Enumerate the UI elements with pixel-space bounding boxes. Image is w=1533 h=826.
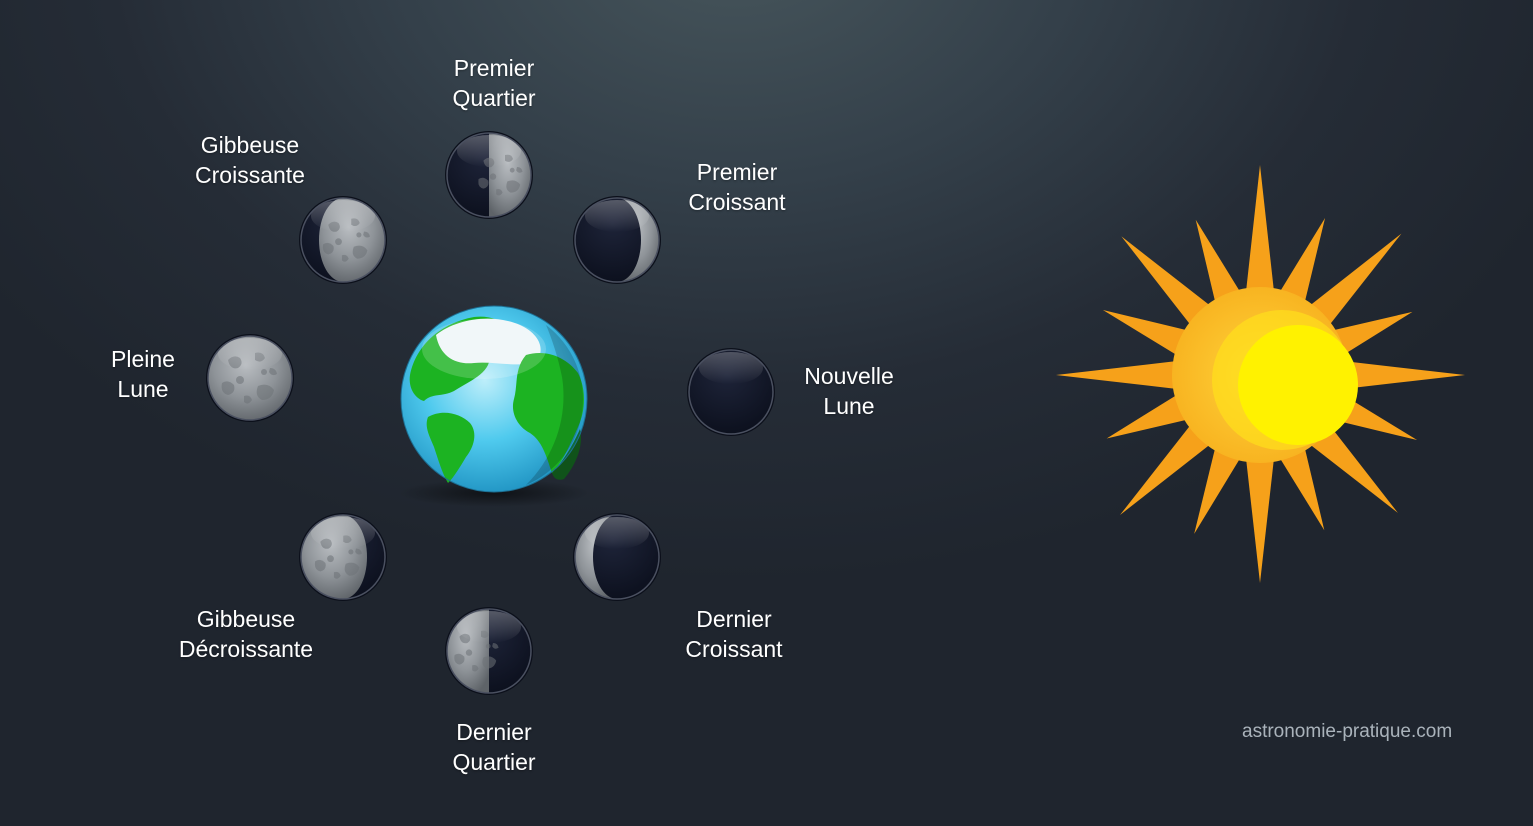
label-premier-quartier: Premier Quartier bbox=[452, 55, 536, 111]
sun-ray bbox=[1275, 217, 1326, 310]
sun-icon bbox=[1056, 165, 1465, 583]
sun-ray bbox=[1245, 451, 1275, 583]
moon-dernier-croissant-icon bbox=[573, 513, 661, 601]
moon-nouvelle-lune-icon bbox=[687, 348, 775, 436]
sun-ray bbox=[1119, 418, 1217, 516]
moon-dernier-quartier-icon bbox=[445, 607, 533, 695]
sun-ray bbox=[1303, 233, 1402, 332]
sun-ray bbox=[1194, 440, 1245, 534]
sun-ray bbox=[1106, 390, 1195, 439]
label-pleine-lune: Pleine Lune bbox=[111, 346, 175, 402]
label-dernier-quartier: Dernier Quartier bbox=[452, 719, 536, 775]
moon-pleine-lune-icon bbox=[206, 334, 294, 422]
moon-gibbeuse-decroissante-icon bbox=[299, 513, 387, 601]
sun-ray bbox=[1102, 309, 1195, 360]
moon-gibbeuse-croissante-icon bbox=[299, 196, 387, 284]
label-gibbeuse-croissante: Gibbeuse Croissante bbox=[195, 132, 305, 188]
sun-ray bbox=[1245, 165, 1275, 299]
site-credit: astronomie-pratique.com bbox=[1242, 721, 1453, 742]
sun-ray bbox=[1121, 236, 1217, 332]
earth-globe-icon bbox=[399, 305, 589, 507]
sun-ray bbox=[1325, 311, 1413, 360]
label-gibbeuse-decroissante: Gibbeuse Décroissante bbox=[178, 606, 314, 662]
label-premier-croissant: Premier Croissant bbox=[688, 159, 786, 215]
sun-ray bbox=[1056, 360, 1184, 390]
sun-ray bbox=[1336, 360, 1465, 390]
moon-premier-quartier-icon bbox=[445, 131, 533, 219]
label-nouvelle-lune: Nouvelle Lune bbox=[804, 363, 894, 419]
sun-ray bbox=[1195, 219, 1245, 310]
label-dernier-croissant: Dernier Croissant bbox=[685, 606, 783, 662]
sun-ray bbox=[1303, 418, 1398, 513]
moon-premier-croissant-icon bbox=[573, 196, 661, 284]
sun-ray bbox=[1275, 440, 1325, 531]
